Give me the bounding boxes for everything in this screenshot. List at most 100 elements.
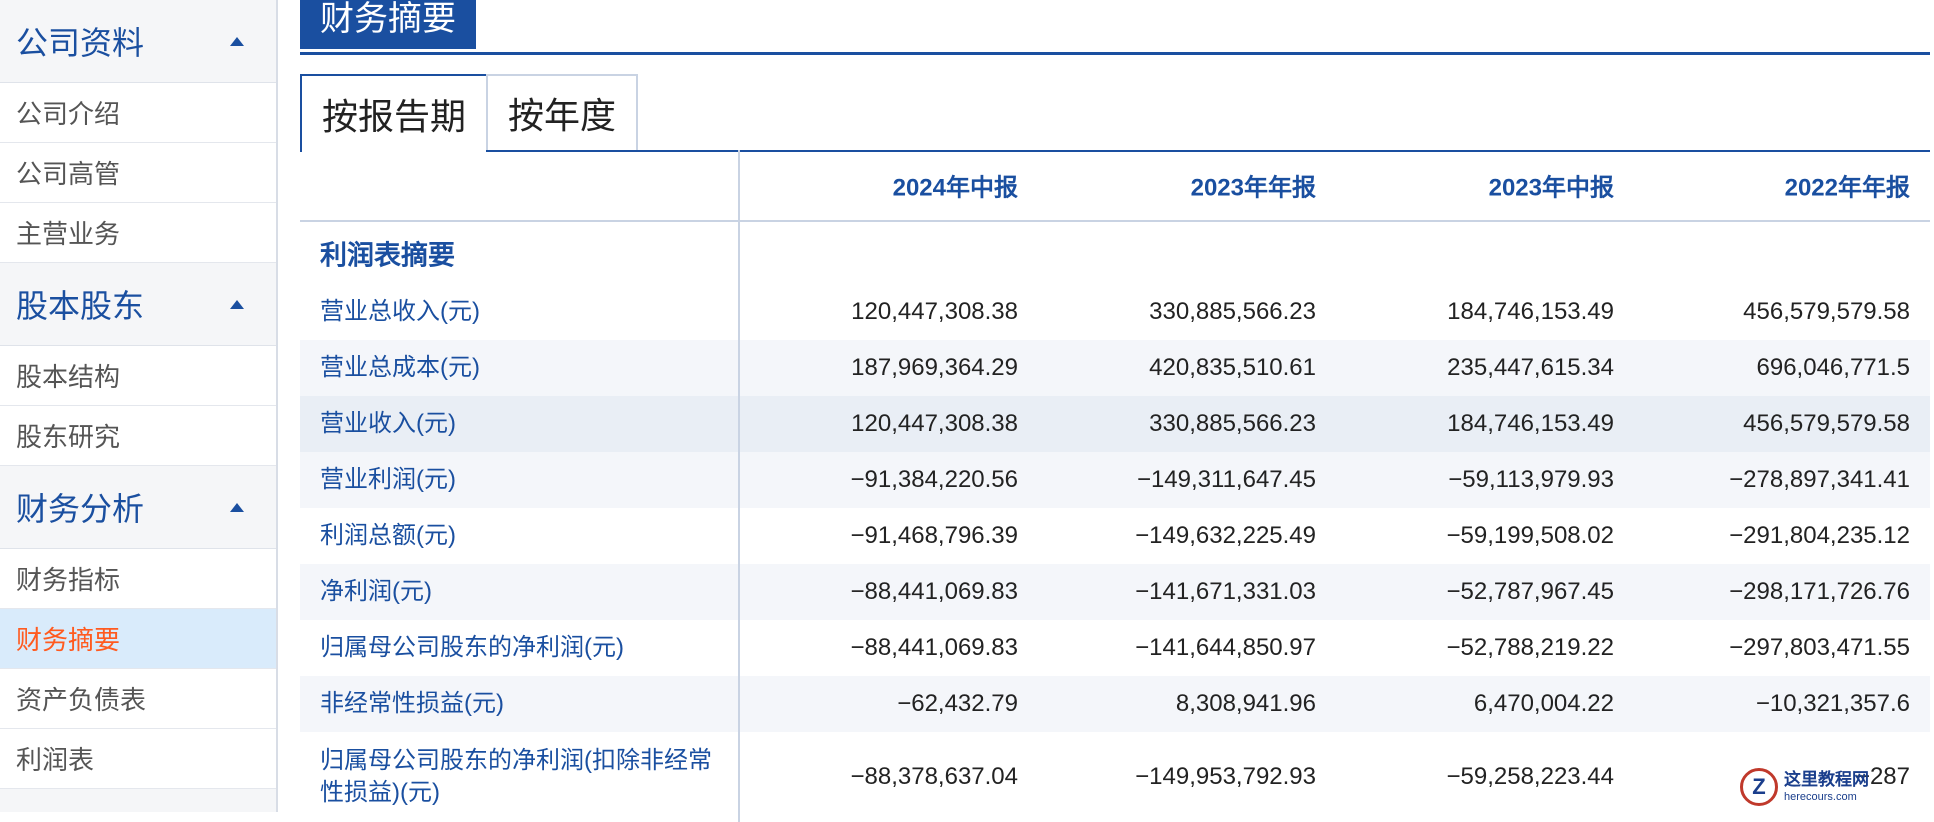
table-cell: −141,644,850.97 [1135, 634, 1316, 661]
table-row: 净利润(元) −88,441,069.83 −141,671,331.03 −5… [300, 564, 1930, 620]
sidebar-section-title: 财务分析 [16, 491, 145, 527]
sidebar-item-executives[interactable]: 公司高管 [0, 143, 276, 203]
collapse-arrow-icon[interactable] [230, 36, 244, 46]
row-label-cell: 归属母公司股东的净利润(元) [300, 620, 740, 676]
table-row: 营业利润(元) −91,384,220.56 −149,311,647.45 −… [300, 452, 1930, 508]
sidebar-item-financial-indicators[interactable]: 财务指标 [0, 549, 276, 609]
page-title: 财务摘要 [300, 0, 476, 49]
sidebar: 公司资料 公司介绍 公司高管 主营业务 股本股东 股本结构 股东研究 财务分析 … [0, 0, 278, 812]
table-cell: −297,803,471.55 [1729, 634, 1910, 661]
table-cell: 120,447,308.38 [851, 410, 1018, 437]
sidebar-item-balance-sheet[interactable]: 资产负债表 [0, 669, 276, 729]
column-header: 2022年年报 [1784, 174, 1910, 202]
watermark-url: herecours.com [1784, 791, 1857, 803]
table-cell: −10,321,357.6 [1755, 690, 1910, 717]
row-label: 归属母公司股东的净利润(扣除非经常性损益)(元) [320, 747, 712, 806]
watermark-site-name: 这里教程网 [1784, 770, 1869, 790]
table-row: 利润总额(元) −91,468,796.39 −149,632,225.49 −… [300, 508, 1930, 564]
table-cell: 420,835,510.61 [1149, 354, 1316, 381]
tab-by-year[interactable]: 按年度 [486, 74, 638, 150]
table-cell: −291,804,235.12 [1729, 522, 1910, 549]
row-label-cell: 营业总收入(元) [300, 284, 740, 340]
sidebar-section-financial-analysis[interactable]: 财务分析 [0, 466, 276, 549]
row-label: 非经常性损益(元) [320, 690, 504, 717]
row-label: 营业利润(元) [320, 466, 456, 493]
table-cell: 330,885,566.23 [1149, 410, 1316, 437]
row-label-cell: 非经常性损益(元) [300, 676, 740, 732]
section-title: 利润表摘要 [320, 240, 455, 271]
sidebar-section-shareholders[interactable]: 股本股东 [0, 263, 276, 346]
row-label-cell: 归属母公司股东的净利润(扣除非经常性损益)(元) [300, 732, 740, 822]
title-bar: 财务摘要 [300, 0, 1930, 55]
table-cell: −287 [1855, 763, 1910, 790]
section-row: 利润表摘要 [300, 222, 1930, 284]
sidebar-item-main-business[interactable]: 主营业务 [0, 203, 276, 263]
table-row: 营业总收入(元) 120,447,308.38 330,885,566.23 1… [300, 284, 1930, 340]
sidebar-item-share-structure[interactable]: 股本结构 [0, 346, 276, 406]
table-cell: −62,432.79 [897, 690, 1018, 717]
table-cell: −52,788,219.22 [1446, 634, 1615, 661]
sidebar-section-company[interactable]: 公司资料 [0, 0, 276, 83]
table-header-row: 2024年中报 2023年年报 2023年中报 2022年年报 [300, 150, 1930, 222]
site-watermark: Z 这里教程网 herecours.com [1740, 762, 1934, 812]
table-cell: 8,308,941.96 [1175, 690, 1316, 717]
table-row: 非经常性损益(元) −62,432.79 8,308,941.96 6,470,… [300, 676, 1930, 732]
table-cell: 235,447,615.34 [1447, 354, 1614, 381]
table-cell: 330,885,566.23 [1149, 298, 1316, 325]
table-row: 归属母公司股东的净利润(扣除非经常性损益)(元) −88,378,637.04 … [300, 732, 1930, 822]
period-tabs: 按报告期 按年度 [300, 74, 1930, 152]
row-label-cell: 净利润(元) [300, 564, 740, 620]
column-header: 2024年中报 [892, 174, 1018, 202]
watermark-text: 这里教程网 herecours.com [1784, 770, 1869, 804]
column-header: 2023年年报 [1190, 174, 1316, 202]
table-cell: −149,311,647.45 [1136, 466, 1316, 493]
row-label-cell: 营业利润(元) [300, 452, 740, 508]
table-cell: −88,441,069.83 [850, 634, 1019, 661]
row-label-cell: 营业总成本(元) [300, 340, 740, 396]
table-cell: −59,113,979.93 [1448, 466, 1614, 493]
sidebar-section-title: 股本股东 [16, 288, 145, 324]
sidebar-item-financial-summary[interactable]: 财务摘要 [0, 609, 276, 669]
table-cell: −52,787,967.45 [1446, 578, 1615, 605]
sidebar-item-company-intro[interactable]: 公司介绍 [0, 83, 276, 143]
table-cell: −91,468,796.39 [850, 522, 1019, 549]
collapse-arrow-icon[interactable] [230, 502, 244, 512]
row-label: 营业总成本(元) [320, 354, 480, 381]
main-content: 财务摘要 按报告期 按年度 2024年中报 2023年年报 2023年中报 20… [300, 0, 1934, 822]
table-cell: −149,953,792.93 [1135, 763, 1316, 790]
row-label: 利润总额(元) [320, 522, 456, 549]
sidebar-item-shareholder-research[interactable]: 股东研究 [0, 406, 276, 466]
table-cell: 456,579,579.58 [1743, 298, 1910, 325]
site-logo-icon: Z [1740, 768, 1778, 806]
table-cell: −91,384,220.56 [850, 466, 1019, 493]
row-label-cell: 利润总额(元) [300, 508, 740, 564]
table-cell: 120,447,308.38 [851, 298, 1018, 325]
table-cell: −88,378,637.04 [850, 763, 1019, 790]
table-cell: −149,632,225.49 [1135, 522, 1316, 549]
row-label: 营业总收入(元) [320, 298, 480, 325]
table-cell: 184,746,153.49 [1447, 410, 1614, 437]
table-cell: 696,046,771.5 [1756, 354, 1910, 381]
table-cell: −59,258,223.44 [1446, 763, 1615, 790]
table-cell: −88,441,069.83 [850, 578, 1019, 605]
collapse-arrow-icon[interactable] [230, 299, 244, 309]
table-cell: −141,671,331.03 [1135, 578, 1316, 605]
table-row: 归属母公司股东的净利润(元) −88,441,069.83 −141,644,8… [300, 620, 1930, 676]
sidebar-section-title: 公司资料 [16, 25, 145, 61]
table-header-label-cell [300, 150, 740, 220]
table-cell: 6,470,004.22 [1473, 690, 1614, 717]
table-cell: −298,171,726.76 [1729, 578, 1910, 605]
tab-by-report-period[interactable]: 按报告期 [300, 74, 488, 152]
column-header: 2023年中报 [1488, 174, 1614, 202]
section-label-cell: 利润表摘要 [300, 222, 740, 284]
sidebar-item-income-statement[interactable]: 利润表 [0, 729, 276, 789]
table-cell: 187,969,364.29 [851, 354, 1018, 381]
table-cell: −59,199,508.02 [1446, 522, 1615, 549]
financial-summary-table: 2024年中报 2023年年报 2023年中报 2022年年报 利润表摘要 营业… [300, 150, 1930, 822]
table-row: 营业总成本(元) 187,969,364.29 420,835,510.61 2… [300, 340, 1930, 396]
row-label: 归属母公司股东的净利润(元) [320, 634, 624, 661]
table-cell: −278,897,341.41 [1729, 466, 1910, 493]
table-cell: 456,579,579.58 [1743, 410, 1910, 437]
table-row: 营业收入(元) 120,447,308.38 330,885,566.23 18… [300, 396, 1930, 452]
row-label-cell: 营业收入(元) [300, 396, 740, 452]
